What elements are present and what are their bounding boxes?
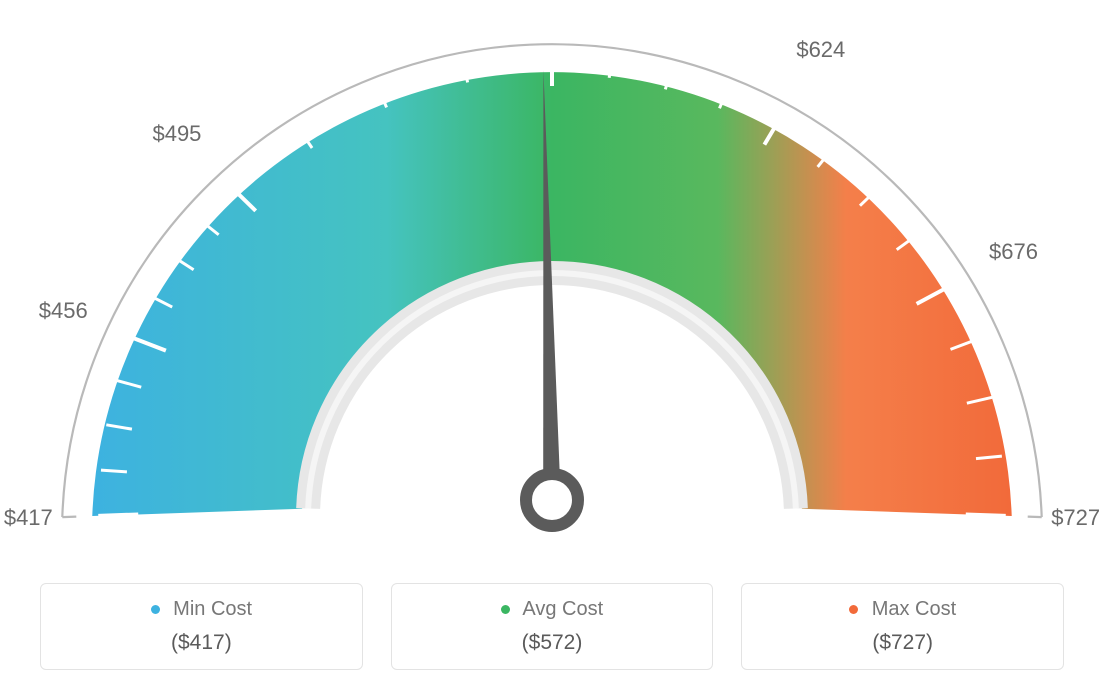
legend-card-min: Min Cost ($417) bbox=[40, 583, 363, 670]
legend-card-avg: Avg Cost ($572) bbox=[391, 583, 714, 670]
minor-tick bbox=[376, 83, 386, 107]
major-tick bbox=[966, 514, 1006, 515]
minor-tick bbox=[719, 84, 729, 108]
dot-icon bbox=[151, 605, 160, 614]
scale-label: $495 bbox=[152, 121, 201, 147]
needle-hub bbox=[526, 474, 578, 526]
gauge-area: $417$456$495$572$624$676$727 bbox=[0, 0, 1104, 560]
minor-tick bbox=[665, 64, 672, 89]
legend-row: Min Cost ($417) Avg Cost ($572) Max Cost… bbox=[0, 583, 1104, 670]
scale-label: $676 bbox=[989, 239, 1038, 265]
minor-tick bbox=[462, 57, 467, 82]
legend-title-min: Min Cost bbox=[51, 598, 352, 621]
scale-label: $624 bbox=[796, 37, 845, 63]
legend-title-label: Min Cost bbox=[173, 598, 252, 620]
scale-label: $456 bbox=[39, 298, 88, 324]
legend-title-label: Max Cost bbox=[872, 598, 956, 620]
legend-title-label: Avg Cost bbox=[522, 598, 603, 620]
scale-label: $727 bbox=[1051, 505, 1100, 531]
dot-icon bbox=[849, 605, 858, 614]
legend-value-avg: ($572) bbox=[402, 631, 703, 655]
scale-label: $417 bbox=[4, 505, 53, 531]
legend-value-min: ($417) bbox=[51, 631, 352, 655]
minor-tick bbox=[101, 470, 127, 472]
gauge-svg bbox=[0, 0, 1104, 560]
minor-tick bbox=[609, 52, 612, 78]
dot-icon bbox=[501, 605, 510, 614]
legend-title-max: Max Cost bbox=[752, 598, 1053, 621]
major-tick bbox=[98, 514, 138, 515]
legend-card-max: Max Cost ($727) bbox=[741, 583, 1064, 670]
legend-value-max: ($727) bbox=[752, 631, 1053, 655]
legend-title-avg: Avg Cost bbox=[402, 598, 703, 621]
cost-gauge-widget: $417$456$495$572$624$676$727 Min Cost ($… bbox=[0, 0, 1104, 690]
